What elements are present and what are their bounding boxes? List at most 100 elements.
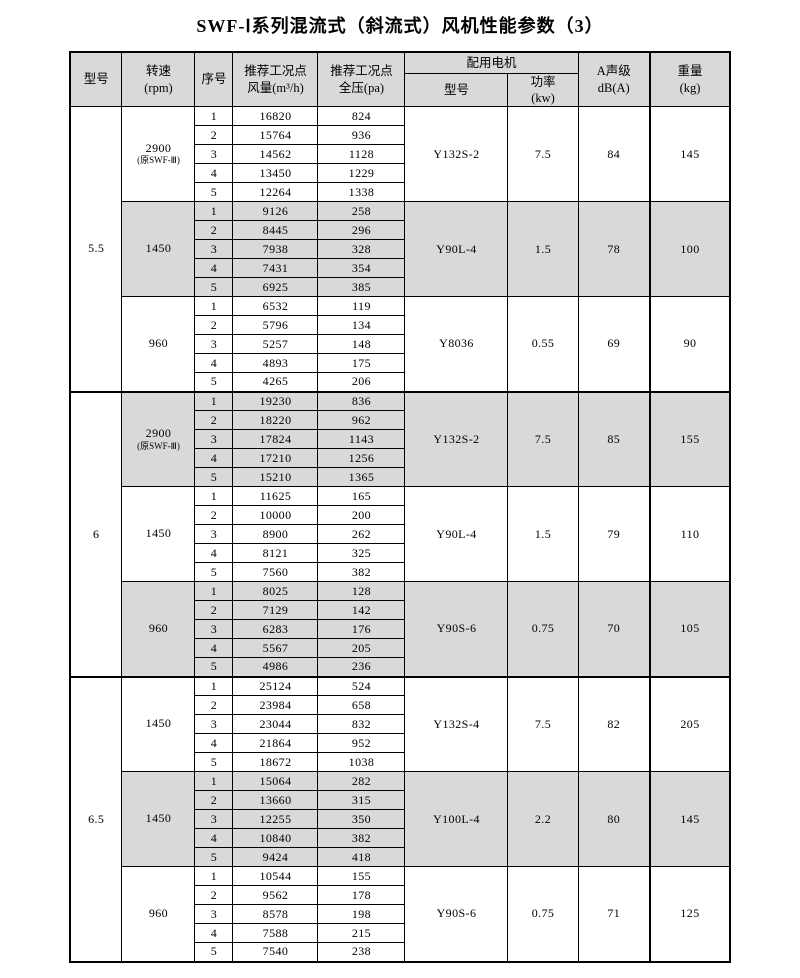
pressure-cell: 119 [317, 296, 406, 316]
header-row-1: 型号 转速 (rpm) 序号 推荐工况点 风量(m³/h) 推荐工况点 全压(p… [69, 51, 731, 107]
flow-cell: 11625 [232, 486, 319, 506]
motor-model-cell: Y100L-4 [404, 771, 509, 867]
pressure-cell: 418 [317, 847, 406, 867]
noise-cell: 71 [577, 866, 651, 962]
flow-cell: 6532 [232, 296, 319, 316]
pressure-cell: 658 [317, 695, 406, 715]
power-cell: 0.75 [507, 866, 579, 962]
page-title: SWF-Ⅰ系列混流式（斜流式）风机性能参数（3） [196, 16, 604, 36]
seq-cell: 2 [194, 125, 234, 145]
speed-value: 960 [148, 905, 169, 920]
table-row: 5 15210 1365 [70, 467, 730, 487]
table-row: 3 8900 262 [70, 524, 730, 544]
pressure-cell: 1229 [317, 163, 406, 183]
power-cell: 0.55 [507, 296, 579, 392]
pressure-cell: 325 [317, 543, 406, 563]
weight-cell: 145 [649, 771, 731, 867]
flow-cell: 8025 [232, 581, 319, 601]
flow-cell: 7560 [232, 562, 319, 582]
seq-cell: 2 [194, 885, 234, 905]
table-header: 型号 转速 (rpm) 序号 推荐工况点 风量(m³/h) 推荐工况点 全压(p… [69, 51, 731, 107]
flow-cell: 6283 [232, 619, 319, 639]
seq-cell: 2 [194, 505, 234, 525]
header-row-2: 型号 功率 (kw) [70, 72, 730, 107]
pressure-cell: 1338 [317, 182, 406, 202]
flow-cell: 17210 [232, 448, 319, 468]
weight-cell: 105 [649, 581, 731, 677]
header-motor-model: 型号 [404, 72, 509, 107]
flow-cell: 7938 [232, 239, 319, 259]
speed-cell: 1450 [121, 675, 196, 772]
table-row: 3 6283 176 [70, 619, 730, 639]
speed-cell: 1450 [121, 771, 196, 867]
seq-cell: 4 [194, 828, 234, 848]
flow-cell: 19230 [232, 390, 319, 411]
table-row: 2 18220 962 [70, 410, 730, 430]
weight-cell: 155 [649, 390, 731, 487]
table-row: 2 10000 200 [70, 505, 730, 525]
table-row: 2 23984 658 [70, 695, 730, 715]
seq-cell: 3 [194, 619, 234, 639]
table-row: 4 10840 382 [70, 828, 730, 848]
seq-cell: 5 [194, 467, 234, 487]
power-cell: 7.5 [507, 106, 579, 202]
flow-cell: 12255 [232, 809, 319, 829]
pressure-cell: 134 [317, 315, 406, 335]
pressure-cell: 962 [317, 410, 406, 430]
pressure-cell: 178 [317, 885, 406, 905]
speed-value: 2900 [145, 425, 172, 440]
pressure-cell: 1365 [317, 467, 406, 487]
flow-cell: 9126 [232, 201, 319, 221]
flow-cell: 13660 [232, 790, 319, 810]
pressure-cell: 328 [317, 239, 406, 259]
table-row: 960 1 8025 128 Y90S-6 0.75 70 105 [70, 581, 731, 677]
pressure-cell: 1128 [317, 144, 406, 164]
flow-cell: 4265 [232, 372, 319, 392]
seq-cell: 4 [194, 638, 234, 658]
motor-model-cell: Y132S-2 [404, 390, 509, 487]
pressure-cell: 282 [317, 771, 406, 791]
motor-model-cell: Y90S-6 [404, 581, 509, 677]
seq-cell: 5 [194, 372, 234, 392]
table-row: 3 7938 328 [70, 239, 730, 259]
flow-cell: 8900 [232, 524, 319, 544]
power-cell: 1.5 [507, 486, 579, 582]
speed-cell: 2900 (原SWF-Ⅲ) [121, 390, 196, 487]
pressure-cell: 206 [317, 372, 406, 392]
seq-cell: 1 [194, 866, 234, 886]
table-row: 5 12264 1338 [70, 182, 730, 202]
power-cell: 7.5 [507, 390, 579, 487]
speed-cell: 960 [121, 581, 196, 677]
header-weight: 重量 (kg) [649, 51, 731, 107]
pressure-cell: 832 [317, 714, 406, 734]
header-noise: A声级 dB(A) [577, 51, 651, 107]
seq-cell: 4 [194, 543, 234, 563]
pressure-cell: 148 [317, 334, 406, 354]
flow-cell: 18672 [232, 752, 319, 772]
pressure-cell: 176 [317, 619, 406, 639]
speed-value: 2900 [145, 140, 172, 155]
speed-cell: 1450 [121, 486, 196, 582]
motor-model-cell: Y90L-4 [404, 201, 509, 297]
pressure-cell: 354 [317, 258, 406, 278]
flow-cell: 10544 [232, 866, 319, 886]
seq-cell: 5 [194, 847, 234, 867]
power-cell: 7.5 [507, 675, 579, 772]
weight-cell: 145 [649, 106, 731, 202]
table-row: 1450 1 11625 165 Y90L-4 1.5 79 110 [70, 486, 731, 582]
flow-cell: 7431 [232, 258, 319, 278]
seq-cell: 1 [194, 106, 234, 126]
model-cell: 6.5 [69, 675, 123, 962]
seq-cell: 3 [194, 334, 234, 354]
flow-cell: 21864 [232, 733, 319, 753]
flow-cell: 15210 [232, 467, 319, 487]
table-row: 4 4893 175 [70, 353, 730, 373]
pressure-cell: 836 [317, 390, 406, 411]
table-row: 960 1 6532 119 Y8036 0.55 69 90 [70, 296, 731, 392]
flow-cell: 5796 [232, 315, 319, 335]
pressure-cell: 205 [317, 638, 406, 658]
table-row: 3 12255 350 [70, 809, 730, 829]
pressure-cell: 238 [317, 942, 406, 962]
table-row: 2 15764 936 [70, 125, 730, 145]
seq-cell: 1 [194, 486, 234, 506]
